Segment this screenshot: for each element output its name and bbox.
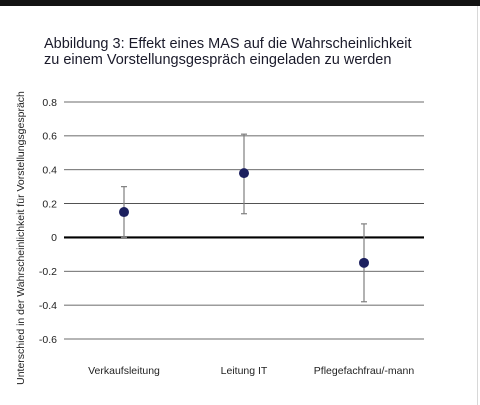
data-point bbox=[119, 207, 129, 218]
chart-title: Abbildung 3: Effekt eines MAS auf die Wa… bbox=[44, 36, 474, 68]
y-tick-label: 0 bbox=[51, 232, 57, 244]
data-point bbox=[359, 257, 369, 268]
x-tick-labels: Verkaufsleitung Leitung IT Pflegefachfrau/… bbox=[88, 365, 414, 377]
x-tick-label: Verkaufsleitung bbox=[88, 365, 160, 377]
chart-title-line-2: zu einem Vorstellungsgespräch eingeladen… bbox=[44, 52, 392, 68]
top-rule bbox=[0, 0, 480, 6]
error-bars bbox=[121, 133, 367, 303]
y-tick-label: -0.2 bbox=[39, 266, 57, 278]
x-tick-label: Pflegefachfrau/-mann bbox=[314, 365, 415, 377]
right-border bbox=[477, 6, 478, 405]
y-tick-label: 0.6 bbox=[42, 131, 57, 143]
data-points bbox=[119, 168, 369, 268]
y-tick-label: 0.2 bbox=[42, 198, 57, 210]
y-tick-label: 0.4 bbox=[42, 165, 57, 177]
x-tick-label: Leitung IT bbox=[221, 365, 268, 377]
y-tick-label: -0.6 bbox=[39, 334, 57, 346]
y-tick-label: 0.8 bbox=[42, 97, 57, 109]
chart-title-line-1: Abbildung 3: Effekt eines MAS auf die Wa… bbox=[44, 36, 412, 52]
y-tick-label: -0.4 bbox=[39, 300, 57, 312]
data-point bbox=[239, 168, 249, 179]
y-tick-labels: 0.8 0.6 0.4 0.2 0 -0.2 -0.4 -0.6 bbox=[39, 97, 57, 346]
y-axis-label: Unterschied in der Wahrscheinlichkeit fü… bbox=[15, 91, 27, 385]
